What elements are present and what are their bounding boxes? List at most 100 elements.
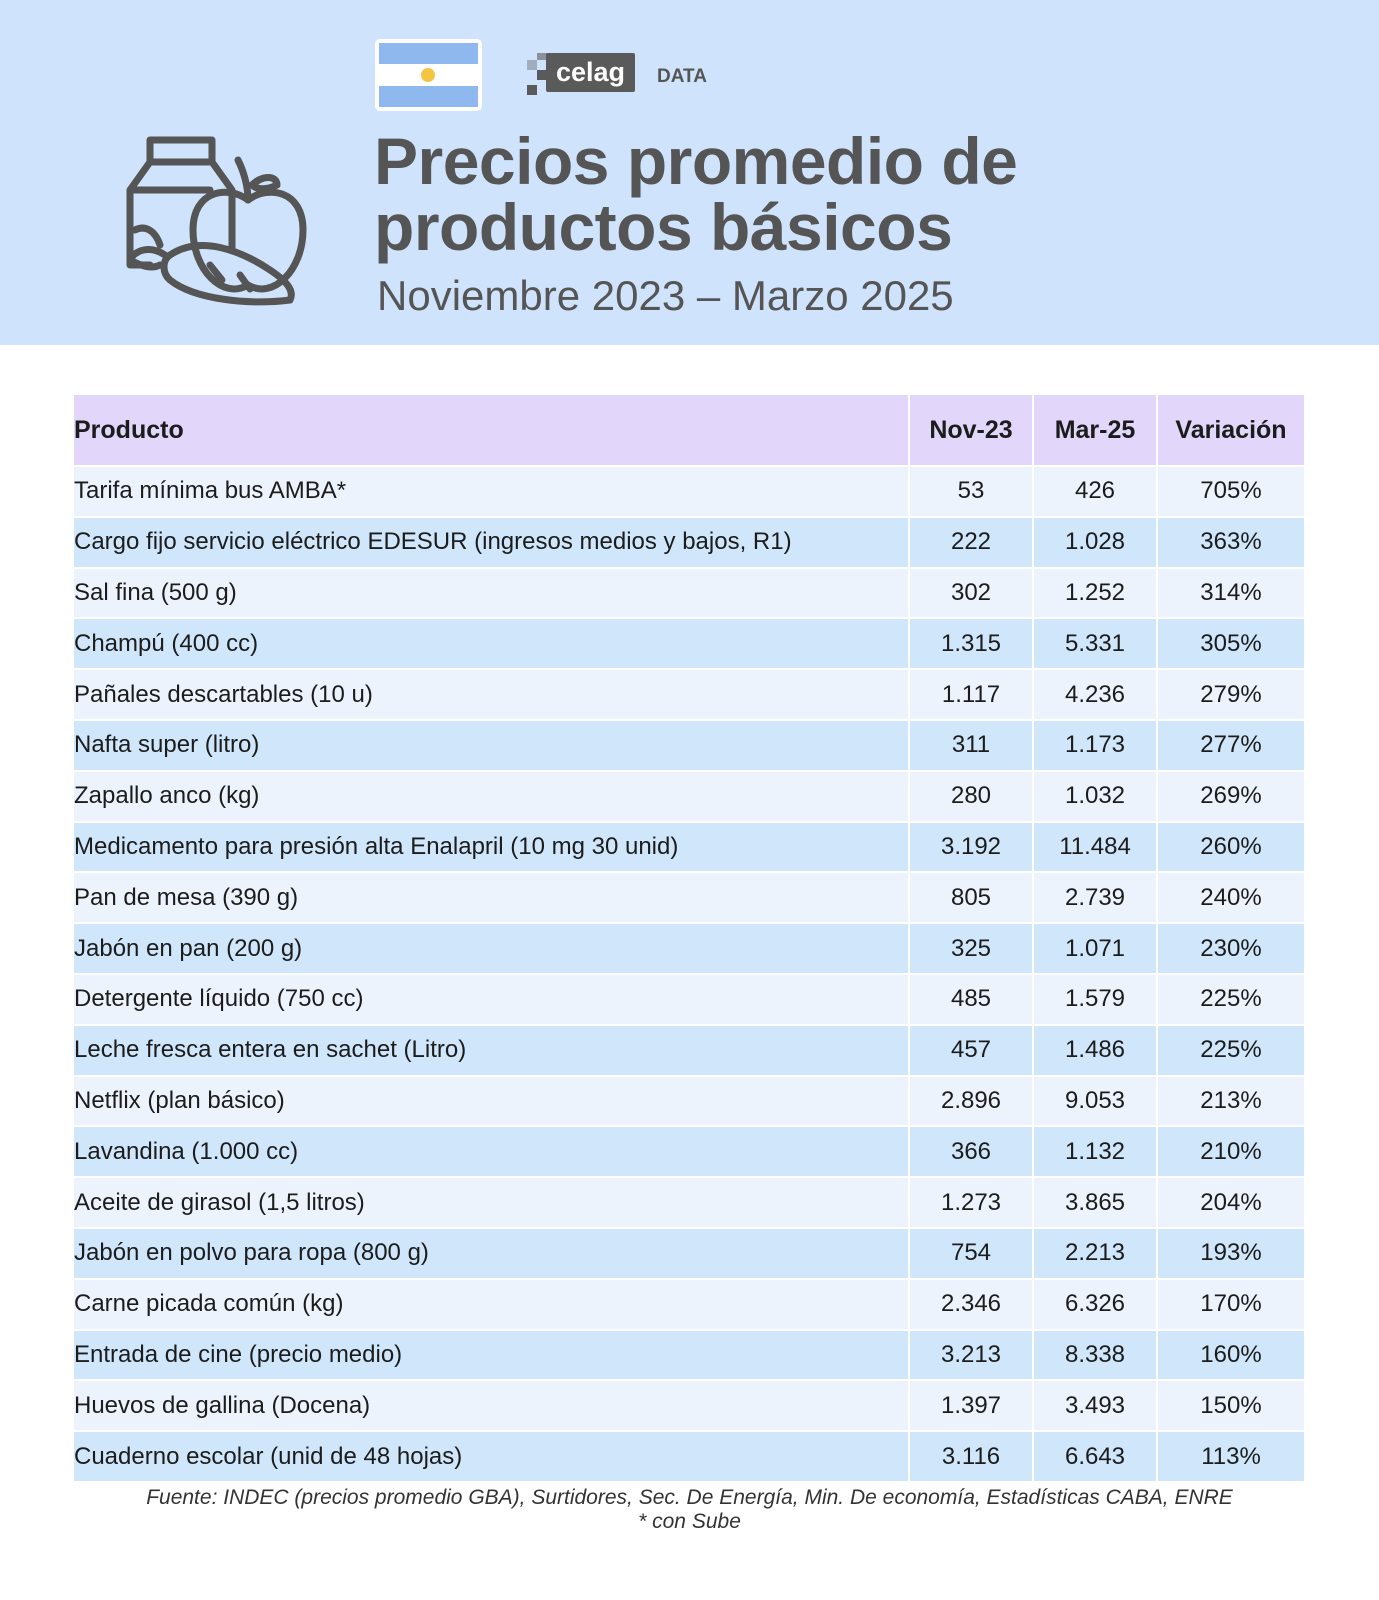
price-cell: 225% <box>1156 1023 1304 1076</box>
column-header: Variación <box>1156 395 1304 466</box>
table-row: Pan de mesa (390 g) 805 2.739 240% <box>74 871 1304 924</box>
price-cell: 150% <box>1156 1379 1304 1432</box>
table-row: Leche fresca entera en sachet (Litro) 457… <box>74 1023 1304 1076</box>
flag <box>375 39 482 111</box>
price-cell: 1.071 <box>1032 922 1157 974</box>
title-line: Precios promedio de <box>374 124 1018 198</box>
table-row: Jabón en polvo para ropa (800 g) 754 2.213… <box>74 1226 1304 1279</box>
price-cell: 1.486 <box>1032 1023 1157 1076</box>
table-row: Entrada de cine (precio medio) 3.213 8.338… <box>74 1328 1304 1381</box>
price-cell: 6.643 <box>1032 1430 1157 1481</box>
logo-mark <box>527 53 547 95</box>
product-cell: Tarifa mínima bus AMBA* <box>74 465 909 517</box>
table-row: Lavandina (1.000 cc) 366 1.132 210% <box>74 1125 1304 1178</box>
table-row: Detergente líquido (750 cc) 485 1.579 225% <box>74 972 1304 1025</box>
price-cell: 213% <box>1156 1074 1304 1127</box>
price-cell: 457 <box>908 1023 1033 1076</box>
price-cell: 363% <box>1156 515 1304 568</box>
price-table: Producto Nov-23 Mar-25 Variación Tarifa mín… <box>74 395 1304 1481</box>
price-cell: 1.132 <box>1032 1125 1157 1178</box>
price-cell: 305% <box>1156 617 1304 670</box>
logo: celag <box>546 53 636 92</box>
product-cell: Carne picada común (kg) <box>74 1277 909 1330</box>
product-cell: Huevos de gallina (Docena) <box>74 1379 909 1432</box>
price-cell: 225% <box>1156 972 1304 1025</box>
price-cell: 311 <box>908 718 1033 771</box>
price-cell: 3.865 <box>1032 1176 1157 1228</box>
price-cell: 240% <box>1156 871 1304 924</box>
price-cell: 302 <box>908 566 1033 619</box>
table-row: Medicamento para presión alta Enalapril … <box>74 820 1304 873</box>
product-cell: Nafta super (litro) <box>74 718 909 771</box>
product-cell: Lavandina (1.000 cc) <box>74 1125 909 1178</box>
price-cell: 113% <box>1156 1430 1304 1481</box>
price-cell: 280 <box>908 769 1033 822</box>
subtitle: Noviembre 2023 – Marzo 2025 <box>377 272 954 319</box>
product-cell: Pan de mesa (390 g) <box>74 871 909 924</box>
table-row: Cuaderno escolar (unid de 48 hojas) 3.116… <box>74 1430 1304 1481</box>
table-row: Pañales descartables (10 u) 1.117 4.236 279… <box>74 668 1304 720</box>
price-cell: 3.116 <box>908 1430 1033 1481</box>
product-cell: Entrada de cine (precio medio) <box>74 1328 909 1381</box>
price-cell: 4.236 <box>1032 668 1157 720</box>
product-cell: Sal fina (500 g) <box>74 566 909 619</box>
food-icon <box>126 136 307 306</box>
price-cell: 1.028 <box>1032 515 1157 568</box>
price-cell: 1.273 <box>908 1176 1033 1228</box>
price-cell: 8.338 <box>1032 1328 1157 1381</box>
product-cell: Jabón en pan (200 g) <box>74 922 909 974</box>
price-cell: 160% <box>1156 1328 1304 1381</box>
price-cell: 11.484 <box>1032 820 1157 873</box>
title: Precios promedio de productos básicos <box>374 124 1018 264</box>
price-cell: 1.032 <box>1032 769 1157 822</box>
header-graphics <box>126 39 547 306</box>
table-row: Jabón en pan (200 g) 325 1.071 230% <box>74 922 1304 974</box>
logo-suffix: DATA <box>657 66 707 87</box>
price-cell: 269% <box>1156 769 1304 822</box>
price-cell: 2.896 <box>908 1074 1033 1127</box>
price-cell: 1.579 <box>1032 972 1157 1025</box>
price-cell: 222 <box>908 515 1033 568</box>
price-cell: 1.173 <box>1032 718 1157 771</box>
header-row: Producto Nov-23 Mar-25 Variación <box>74 395 1304 466</box>
price-cell: 314% <box>1156 566 1304 619</box>
price-cell: 260% <box>1156 820 1304 873</box>
price-cell: 193% <box>1156 1226 1304 1279</box>
price-cell: 204% <box>1156 1176 1304 1228</box>
price-cell: 805 <box>908 871 1033 924</box>
price-cell: 366 <box>908 1125 1033 1178</box>
table-row: Sal fina (500 g) 302 1.252 314% <box>74 566 1304 619</box>
product-cell: Netflix (plan básico) <box>74 1074 909 1127</box>
price-cell: 1.252 <box>1032 566 1157 619</box>
price-cell: 1.315 <box>908 617 1033 670</box>
price-cell: 6.326 <box>1032 1277 1157 1330</box>
column-header: Nov-23 <box>908 395 1033 466</box>
price-cell: 53 <box>908 465 1033 517</box>
price-cell: 5.331 <box>1032 617 1157 670</box>
price-cell: 754 <box>908 1226 1033 1279</box>
price-cell: 1.397 <box>908 1379 1033 1432</box>
price-cell: 230% <box>1156 922 1304 974</box>
title-line: productos básicos <box>374 190 953 264</box>
column-header: Producto <box>74 395 909 466</box>
product-cell: Leche fresca entera en sachet (Litro) <box>74 1023 909 1076</box>
product-cell: Zapallo anco (kg) <box>74 769 909 822</box>
price-cell: 3.213 <box>908 1328 1033 1381</box>
table-row: Aceite de girasol (1,5 litros) 1.273 3.865… <box>74 1176 1304 1228</box>
product-cell: Jabón en polvo para ropa (800 g) <box>74 1226 909 1279</box>
note: * con Sube <box>638 1510 741 1533</box>
price-cell: 2.739 <box>1032 871 1157 924</box>
table-row: Nafta super (litro) 311 1.173 277% <box>74 718 1304 771</box>
product-cell: Cuaderno escolar (unid de 48 hojas) <box>74 1430 909 1481</box>
price-cell: 210% <box>1156 1125 1304 1178</box>
table-row: Netflix (plan básico) 2.896 9.053 213% <box>74 1074 1304 1127</box>
source: Fuente: INDEC (precios promedio GBA), Su… <box>146 1486 1233 1509</box>
price-cell: 2.346 <box>908 1277 1033 1330</box>
table-row: Cargo fijo servicio eléctrico EDESUR (in… <box>74 515 1304 568</box>
price-cell: 325 <box>908 922 1033 974</box>
price-cell: 3.493 <box>1032 1379 1157 1432</box>
price-cell: 279% <box>1156 668 1304 720</box>
table-row: Tarifa mínima bus AMBA* 53 426 705% <box>74 465 1304 517</box>
column-header: Mar-25 <box>1032 395 1157 466</box>
price-cell: 3.192 <box>908 820 1033 873</box>
